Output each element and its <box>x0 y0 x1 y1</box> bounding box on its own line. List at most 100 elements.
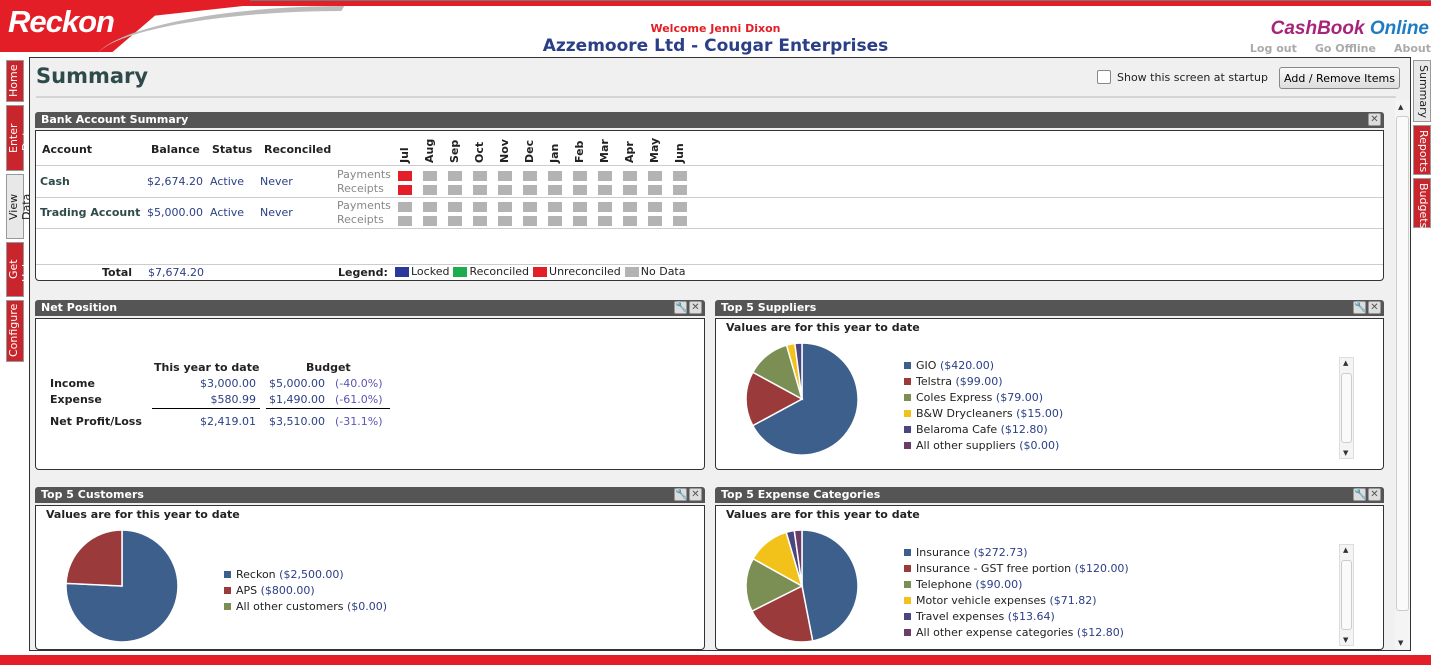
pie-slice[interactable] <box>801 529 859 642</box>
tab-enter-data[interactable]: Enter Data <box>6 105 33 171</box>
status-square[interactable] <box>573 185 587 195</box>
scroll-thumb[interactable] <box>1341 560 1352 630</box>
panel-title: Top 5 Suppliers <box>721 301 817 314</box>
pie-chart <box>745 529 859 643</box>
status-square[interactable] <box>473 171 487 181</box>
pie-slice[interactable] <box>793 342 803 400</box>
pie-slice[interactable] <box>745 371 804 427</box>
status-square[interactable] <box>648 216 662 226</box>
scroll-up-icon[interactable]: ▲ <box>1398 103 1404 111</box>
status-square[interactable] <box>598 216 612 226</box>
tab-reports[interactable]: Reports <box>1413 125 1431 175</box>
status-square[interactable] <box>498 185 512 195</box>
scroll-down-icon[interactable]: ▼ <box>1343 449 1349 457</box>
scroll-up-icon[interactable]: ▲ <box>1343 359 1349 367</box>
status-square[interactable] <box>673 202 687 212</box>
status-square[interactable] <box>448 216 462 226</box>
status-square[interactable] <box>423 171 437 181</box>
scroll-thumb[interactable] <box>1396 116 1409 611</box>
status-square[interactable] <box>623 185 637 195</box>
status-square[interactable] <box>448 185 462 195</box>
status-square[interactable] <box>523 216 537 226</box>
status-square[interactable] <box>598 171 612 181</box>
status-square[interactable] <box>623 171 637 181</box>
status-square[interactable] <box>673 171 687 181</box>
row-label: Income <box>50 377 95 390</box>
tab-view-data[interactable]: View Data <box>6 174 33 239</box>
account-name[interactable]: Cash <box>40 175 70 188</box>
status-square[interactable] <box>648 202 662 212</box>
status-square[interactable] <box>598 202 612 212</box>
status-square[interactable] <box>598 185 612 195</box>
status-square[interactable] <box>498 216 512 226</box>
go-offline-link[interactable]: Go Offline <box>1314 42 1376 55</box>
add-remove-items-button[interactable]: Add / Remove Items <box>1279 67 1400 89</box>
legend-scrollbar[interactable]: ▲ ▼ <box>1339 544 1354 646</box>
status-square[interactable] <box>498 171 512 181</box>
tab-home[interactable]: Home <box>6 60 24 102</box>
close-icon[interactable]: ✕ <box>1368 301 1381 314</box>
status-square[interactable] <box>573 202 587 212</box>
scroll-up-icon[interactable]: ▲ <box>1343 546 1349 554</box>
status-square[interactable] <box>398 185 412 195</box>
legend-label: Locked <box>411 265 450 278</box>
status-square[interactable] <box>448 202 462 212</box>
startup-checkbox[interactable] <box>1097 70 1111 84</box>
status-square[interactable] <box>423 185 437 195</box>
status-square[interactable] <box>548 185 562 195</box>
main-scrollbar[interactable]: ▲ ▼ <box>1395 100 1410 650</box>
close-icon[interactable]: ✕ <box>1368 488 1381 501</box>
pie-slice[interactable] <box>745 557 804 613</box>
wrench-icon[interactable]: 🔧 <box>1353 488 1367 501</box>
pie-slice[interactable] <box>750 584 814 643</box>
status-square[interactable] <box>548 171 562 181</box>
budget-value: $5,000.00 <box>269 377 325 390</box>
status-square[interactable] <box>573 216 587 226</box>
wrench-icon[interactable]: 🔧 <box>1353 301 1367 314</box>
status-square[interactable] <box>548 216 562 226</box>
scroll-down-icon[interactable]: ▼ <box>1398 639 1404 647</box>
status-square[interactable] <box>423 202 437 212</box>
status-square[interactable] <box>623 202 637 212</box>
legend-scrollbar[interactable]: ▲ ▼ <box>1339 357 1354 459</box>
pie-slice[interactable] <box>793 529 803 587</box>
status-square[interactable] <box>523 171 537 181</box>
status-square[interactable] <box>473 216 487 226</box>
wrench-icon[interactable]: 🔧 <box>674 488 688 501</box>
status-square[interactable] <box>648 185 662 195</box>
tab-configure[interactable]: Configure <box>6 300 24 362</box>
status-square[interactable] <box>573 171 587 181</box>
status-square[interactable] <box>523 185 537 195</box>
status-square[interactable] <box>498 202 512 212</box>
tab-summary[interactable]: Summary <box>1413 60 1431 122</box>
status-square[interactable] <box>523 202 537 212</box>
welcome-text: Welcome Jenni Dixon <box>650 22 781 35</box>
status-square[interactable] <box>673 185 687 195</box>
pie-slice[interactable] <box>65 529 123 587</box>
close-icon[interactable]: ✕ <box>689 301 702 314</box>
status-square[interactable] <box>448 171 462 181</box>
status-square[interactable] <box>548 202 562 212</box>
scroll-down-icon[interactable]: ▼ <box>1343 636 1349 644</box>
scroll-thumb[interactable] <box>1341 373 1352 443</box>
pie-slice[interactable] <box>751 342 859 456</box>
startup-option[interactable]: Show this screen at startup <box>1097 70 1268 84</box>
about-link[interactable]: About <box>1393 42 1431 55</box>
close-icon[interactable]: ✕ <box>1368 113 1381 126</box>
status-square[interactable] <box>423 216 437 226</box>
status-square[interactable] <box>473 185 487 195</box>
status-square[interactable] <box>673 216 687 226</box>
wrench-icon[interactable]: 🔧 <box>674 301 688 314</box>
status-square[interactable] <box>398 202 412 212</box>
logout-link[interactable]: Log out <box>1249 42 1297 55</box>
status-square[interactable] <box>398 216 412 226</box>
top-bar <box>0 0 1431 6</box>
tab-budgets[interactable]: Budgets <box>1413 178 1431 228</box>
account-name[interactable]: Trading Account <box>40 206 141 219</box>
tab-get-help[interactable]: Get Help <box>6 242 33 297</box>
status-square[interactable] <box>398 171 412 181</box>
status-square[interactable] <box>648 171 662 181</box>
status-square[interactable] <box>623 216 637 226</box>
status-square[interactable] <box>473 202 487 212</box>
close-icon[interactable]: ✕ <box>689 488 702 501</box>
